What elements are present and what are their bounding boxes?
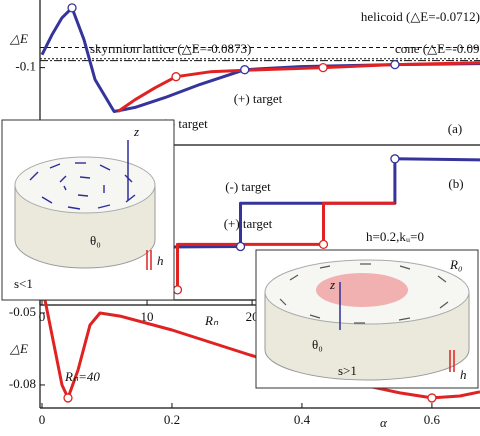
point-marker [318,239,329,250]
insets: z θ₀ h s<1 R₀ z θ₀ s>1 h [1,119,479,389]
annotation: (+) target [234,91,283,106]
inset-label: R₀ [449,257,462,272]
annotation: h=0.2,kᵤ=0 [366,229,424,244]
x-tick-label: 0 [39,309,46,324]
inset-label: z [329,277,335,292]
inset-s-greater-1: R₀ z θ₀ s>1 h [255,249,479,389]
x-tick-label: 20 [246,309,259,324]
y-axis-label: △E [9,341,28,356]
series-line [40,6,480,113]
x-tick-label: 0.4 [294,412,311,427]
series-line [43,299,480,400]
x-tick-label: 0.2 [164,412,180,427]
x-axis-label: Rₙ [204,313,219,328]
point-marker [318,62,328,73]
reference-label: cone (△E=-0.09) [395,41,480,56]
series-label: Rₙ=40 [64,369,100,384]
inset-s-less-1: z θ₀ h s<1 [1,119,175,301]
point-marker [63,393,73,403]
inset-label: s<1 [14,276,33,291]
reference-label: helicoid (△E=-0.0712) [361,9,480,24]
annotation: (-) target [225,179,271,194]
inset-label: h [460,367,467,382]
point-marker [171,72,181,82]
point-marker [240,65,250,75]
annotation: (a) [448,121,462,136]
point-marker [67,3,77,13]
spin-arrows [279,263,449,324]
point-marker [427,393,437,403]
inset-label: z [133,124,139,139]
y-tick-label: -0.08 [9,376,36,391]
y-tick-label: -0.1 [15,59,36,74]
x-tick-label: 0 [39,412,46,427]
x-tick-label: 10 [141,309,154,324]
y-axis-label: △E [9,31,28,46]
inset-label: s>1 [338,363,357,378]
inset-label: θ₀ [90,233,101,248]
annotation: (+) target [224,216,273,231]
series-line [117,61,480,113]
x-axis-label: α [380,415,388,430]
point-marker [390,154,400,164]
y-tick-label: -0.05 [9,304,36,319]
core-region [316,273,408,307]
point-marker [172,285,183,295]
inset-label: h [157,253,164,268]
spin-arrows [29,162,136,210]
reference-label: skyrmion lattice (△E=-0.0873) [90,41,251,56]
cylinder-top [14,156,156,214]
point-marker [390,59,400,70]
point-marker [235,241,246,252]
annotation: (b) [448,176,463,191]
inset-label: θ₀ [312,337,323,352]
x-tick-label: 0.6 [424,412,441,427]
